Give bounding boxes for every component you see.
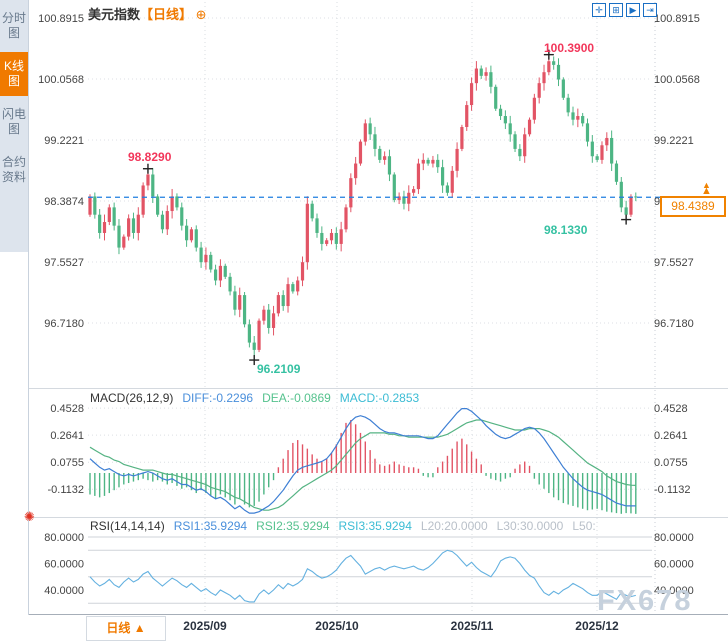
svg-text:-0.1132: -0.1132 — [654, 484, 691, 496]
svg-text:98.3874: 98.3874 — [44, 196, 84, 208]
period-selector-button[interactable]: 日线 ▲ — [86, 616, 166, 641]
sidebar-tab-label: 合约资料 — [1, 155, 26, 184]
annotation-peak-high: 100.3900 — [544, 41, 595, 55]
svg-text:99.2221: 99.2221 — [44, 135, 84, 147]
jump-latest-icon[interactable]: ⇥ — [643, 3, 657, 17]
annotation-recent-low: 98.1330 — [544, 223, 588, 237]
svg-text:97.5527: 97.5527 — [44, 257, 84, 269]
symbol-name: 美元指数 — [88, 7, 141, 22]
svg-text:40.0000: 40.0000 — [44, 585, 84, 597]
chart-toolbar: ✛ ⊞ ▶ ⇥ — [592, 3, 657, 17]
rsi-l30-value: L30:30.0000 — [496, 519, 564, 533]
svg-text:40.0000: 40.0000 — [654, 585, 694, 597]
rsi-header: RSI(14,14,14) RSI1:35.9294 RSI2:35.9294 RSI… — [90, 519, 605, 533]
svg-text:0.0755: 0.0755 — [654, 457, 688, 469]
add-indicator-icon[interactable]: ⊕ — [195, 7, 207, 22]
svg-text:96.7180: 96.7180 — [44, 318, 84, 330]
period-tag: 【日线】 — [140, 7, 193, 22]
svg-text:0.4528: 0.4528 — [654, 403, 688, 415]
svg-text:80.0000: 80.0000 — [654, 532, 694, 544]
annotation-major-low: 96.2109 — [257, 362, 301, 376]
svg-text:0.2641: 0.2641 — [50, 430, 84, 442]
x-axis-label: 2025/10 — [315, 619, 359, 633]
sidebar-tab-label: 分时图 — [1, 11, 26, 40]
svg-text:97.5527: 97.5527 — [654, 257, 694, 269]
marker-triangle: ▲ — [701, 185, 712, 197]
svg-text:100.0568: 100.0568 — [38, 74, 84, 86]
rsi3-value: RSI3:35.9294 — [338, 519, 412, 533]
svg-text:99.2221: 99.2221 — [654, 135, 694, 147]
rsi-l20-value: L20:20.0000 — [420, 519, 488, 533]
sidebar-background — [0, 0, 28, 252]
svg-text:0.4528: 0.4528 — [50, 403, 84, 415]
indicator-settings-icon[interactable]: ✺ — [24, 509, 35, 524]
macd-diff-value: DIFF:-0.2296 — [182, 391, 254, 405]
crosshair-icon[interactable]: ✛ — [592, 3, 606, 17]
time-axis-bar: 日线 ▲ 2025/09 2025/10 2025/11 2025/12 — [0, 615, 728, 641]
fx678-watermark: FX678 — [597, 585, 693, 617]
svg-text:100.8915: 100.8915 — [654, 13, 700, 25]
rsi-name: RSI(14,14,14) — [90, 519, 165, 533]
sidebar-tab-flash-chart[interactable]: 闪电图 — [0, 100, 28, 144]
svg-text:100.8915: 100.8915 — [38, 13, 84, 25]
x-axis-label: 2025/12 — [575, 619, 619, 633]
sidebar-tab-label: 闪电图 — [1, 107, 26, 136]
sidebar-tab-time-chart[interactable]: 分时图 — [0, 4, 28, 48]
svg-text:100.0568: 100.0568 — [654, 74, 700, 86]
rsi1-value: RSI1:35.9294 — [173, 519, 248, 533]
annotation-swing-high: 98.8290 — [128, 150, 172, 164]
svg-text:0.0755: 0.0755 — [50, 457, 84, 469]
macd-header: MACD(26,12,9) DIFF:-0.2296 DEA:-0.0869 MACD… — [90, 391, 428, 405]
sidebar-tab-contract-info[interactable]: 合约资料 — [0, 148, 28, 192]
macd-dea-value: DEA:-0.0869 — [262, 391, 331, 405]
svg-text:96.7180: 96.7180 — [654, 318, 694, 330]
rsi2-value: RSI2:35.9294 — [256, 519, 330, 533]
fit-chart-icon[interactable]: ⊞ — [609, 3, 623, 17]
marker-triangle: ▲ — [701, 180, 711, 190]
x-axis-label: 2025/09 — [183, 619, 227, 633]
sidebar: 分时图 K线图 闪电图 合约资料 — [0, 0, 29, 641]
play-forward-icon[interactable]: ▶ — [626, 3, 640, 17]
x-axis-label: 2025/11 — [450, 619, 494, 633]
svg-text:60.0000: 60.0000 — [654, 559, 694, 571]
svg-text:60.0000: 60.0000 — [44, 559, 84, 571]
sidebar-tab-label: K线图 — [3, 59, 24, 88]
macd-name: MACD(26,12,9) — [90, 391, 174, 405]
rsi-l50-value: L50: — [572, 519, 596, 533]
sidebar-tab-kline-chart[interactable]: K线图 — [0, 52, 28, 96]
current-price-label: 98.4389 — [660, 196, 726, 217]
svg-text:80.0000: 80.0000 — [44, 532, 84, 544]
chart-title: 美元指数【日线】 ⊕ — [88, 4, 207, 23]
macd-macd-value: MACD:-0.2853 — [339, 391, 420, 405]
svg-text:0.2641: 0.2641 — [654, 430, 688, 442]
svg-text:-0.1132: -0.1132 — [48, 484, 85, 496]
current-price-marker-icon: ▲ ▲ — [701, 180, 712, 197]
